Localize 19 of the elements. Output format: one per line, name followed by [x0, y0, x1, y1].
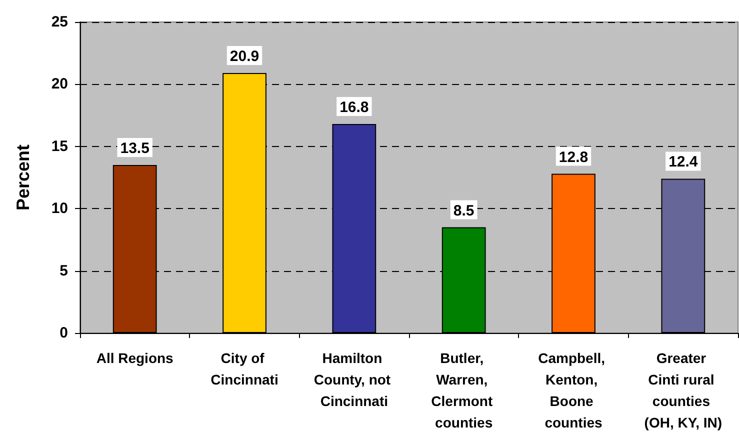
- data-label: 12.4: [668, 154, 698, 171]
- data-label: 8.5: [453, 202, 474, 220]
- y-tick-label: 5: [60, 262, 68, 280]
- y-tick-label: 20: [51, 76, 68, 93]
- y-tick-label: 15: [51, 138, 68, 155]
- data-label: 20.9: [230, 48, 260, 66]
- x-tick-label: Butler, Warren, Clermont counties: [431, 350, 497, 430]
- y-tick-label: 25: [51, 14, 68, 30]
- data-label: 12.8: [558, 148, 588, 166]
- x-tick-label: City of Cincinnati: [210, 350, 278, 388]
- y-tick-label: 0: [60, 324, 68, 342]
- x-tick-label: Hamilton County, not Cincinnati: [314, 350, 394, 409]
- y-axis-title: Percent: [13, 144, 33, 211]
- data-label: 13.5: [120, 140, 150, 158]
- x-tick-label: All Regions: [96, 350, 174, 366]
- y-tick-label: 10: [51, 200, 68, 218]
- data-label: 16.8: [340, 99, 369, 116]
- x-tick-label: Greater Cinti rural counties (OH, KY, IN): [644, 350, 722, 430]
- x-tick-label: Campbell, Kenton, Boone counties: [538, 350, 609, 430]
